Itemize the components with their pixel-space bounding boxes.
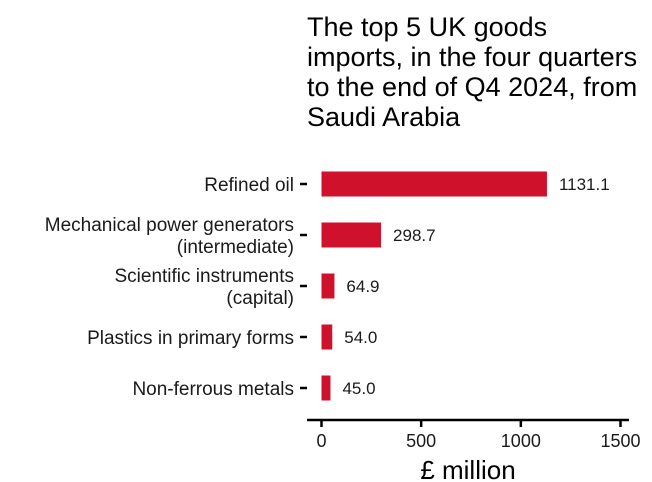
bar	[321, 324, 333, 350]
value-label: 54.0	[344, 328, 377, 347]
category-label: Plastics in primary forms	[87, 328, 294, 349]
category-label: Non-ferrous metals	[132, 379, 294, 400]
chart-title: The top 5 UK goods imports, in the four …	[307, 12, 638, 132]
category-label: Scientific instruments (capital)	[114, 266, 294, 309]
value-label: 45.0	[342, 379, 375, 398]
bar	[321, 222, 382, 248]
x-tick-label: 1000	[501, 431, 541, 451]
bars-layer	[321, 171, 547, 401]
category-label: Mechanical power generators (intermediate…	[45, 215, 294, 258]
bar	[321, 375, 331, 401]
bar	[321, 273, 335, 299]
value-label: 64.9	[346, 277, 379, 296]
x-axis-title: £ million	[420, 455, 515, 482]
value-label: 1131.1	[559, 175, 610, 194]
bar	[321, 171, 547, 197]
labels-layer: 1131.1 Refined oil 298.7 Mechanical power g…	[45, 175, 610, 400]
x-tick-label: 1500	[600, 431, 640, 451]
value-label: 298.7	[393, 226, 436, 245]
category-label: Refined oil	[204, 175, 294, 196]
x-tick-label: 0	[316, 431, 326, 451]
x-tick-label: 500	[406, 431, 436, 451]
x-axis: 0 500 1000 1500 £ million	[300, 182, 641, 482]
